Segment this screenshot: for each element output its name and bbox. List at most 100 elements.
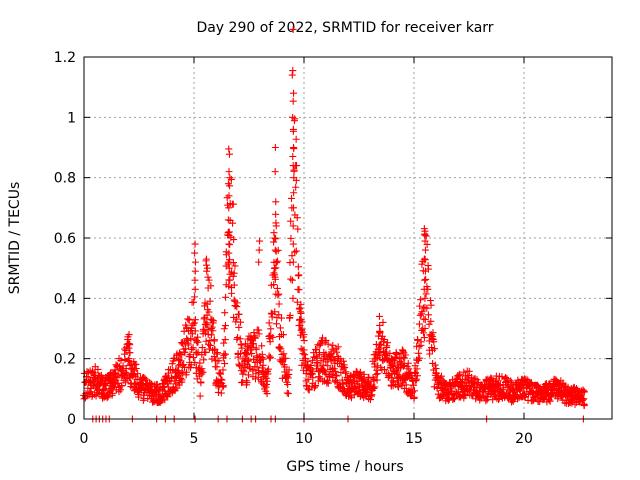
data-point: [271, 264, 279, 272]
data-point: [421, 237, 429, 245]
data-point: [290, 189, 298, 197]
data-point: [509, 397, 517, 405]
data-point: [546, 380, 554, 388]
data-point: [199, 368, 207, 376]
data-point: [415, 343, 423, 351]
data-point: [292, 183, 300, 191]
data-point: [108, 391, 116, 399]
data-point: [414, 336, 422, 344]
data-point: [227, 175, 235, 183]
data-point: [222, 293, 230, 301]
data-point: [303, 381, 311, 389]
data-point: [191, 276, 199, 284]
data-point: [333, 348, 341, 356]
data-point: [400, 385, 408, 393]
data-point: [132, 365, 140, 373]
data-point: [356, 369, 364, 377]
data-point: [191, 327, 199, 335]
data-point: [427, 317, 435, 325]
data-point: [420, 255, 428, 263]
data-point: [191, 249, 199, 257]
data-point: [220, 325, 228, 333]
data-point: [442, 380, 450, 388]
data-point: [230, 236, 238, 244]
data-point: [322, 336, 330, 344]
chart-title: Day 290 of 2022, SRMTID for receiver kar…: [196, 20, 493, 36]
data-point: [125, 340, 133, 348]
data-point: [421, 256, 429, 264]
data-point: [339, 357, 347, 365]
data-point: [191, 316, 199, 324]
data-point: [172, 380, 180, 388]
data-point: [431, 345, 439, 353]
data-point: [225, 168, 233, 176]
data-point: [288, 71, 296, 79]
data-point: [502, 378, 510, 386]
data-point: [164, 393, 172, 401]
data-point: [178, 376, 186, 384]
data-point: [217, 375, 225, 383]
data-point: [263, 377, 271, 385]
data-point: [103, 394, 111, 402]
data-point: [102, 382, 110, 390]
data-point: [411, 387, 419, 395]
data-point: [226, 270, 234, 278]
data-point: [204, 326, 212, 334]
data-point: [420, 285, 428, 293]
data-point: [219, 383, 227, 391]
data-point: [423, 304, 431, 312]
data-point: [307, 361, 315, 369]
data-point: [380, 366, 388, 374]
data-point: [580, 388, 588, 396]
data-point: [250, 355, 258, 363]
data-point: [507, 377, 515, 385]
data-point: [230, 281, 238, 289]
y-tick-label: 0.4: [54, 291, 76, 307]
data-point: [191, 293, 199, 301]
data-point: [190, 319, 198, 327]
data-point: [387, 374, 395, 382]
data-point: [273, 284, 281, 292]
data-point: [236, 335, 244, 343]
data-point: [272, 235, 280, 243]
data-point: [297, 300, 305, 308]
data-point: [122, 378, 130, 386]
data-point: [221, 336, 229, 344]
data-point: [126, 349, 134, 357]
data-point: [190, 298, 198, 306]
data-point: [420, 334, 428, 342]
data-point: [421, 246, 429, 254]
data-point: [422, 232, 430, 240]
data-point: [233, 299, 241, 307]
data-point: [284, 390, 292, 398]
data-point: [296, 308, 304, 316]
data-point: [220, 352, 228, 360]
data-point: [196, 392, 204, 400]
data-point: [278, 350, 286, 358]
data-point: [209, 319, 217, 327]
data-point: [401, 354, 409, 362]
data-point: [392, 354, 400, 362]
data-point: [252, 344, 260, 352]
data-point: [286, 314, 294, 322]
data-point: [225, 249, 233, 257]
data-point: [296, 304, 304, 312]
data-point: [451, 395, 459, 403]
data-point: [410, 381, 418, 389]
data-point: [215, 357, 223, 365]
data-point: [373, 376, 381, 384]
data-point: [117, 386, 125, 394]
data-point: [289, 153, 297, 161]
data-point: [300, 337, 308, 345]
data-point: [512, 391, 520, 399]
data-point: [368, 392, 376, 400]
data-point: [270, 229, 278, 237]
data-point: [439, 376, 447, 384]
data-point: [189, 344, 197, 352]
data-point: [379, 318, 387, 326]
data-point: [380, 336, 388, 344]
x-axis-label: GPS time / hours: [286, 459, 403, 475]
data-point: [271, 144, 279, 151]
data-point: [213, 363, 221, 371]
data-point: [221, 360, 229, 368]
